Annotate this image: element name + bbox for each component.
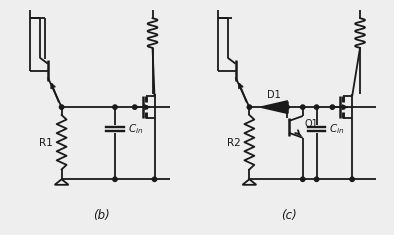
Circle shape bbox=[132, 105, 137, 109]
Circle shape bbox=[301, 105, 305, 109]
Circle shape bbox=[152, 177, 157, 181]
Circle shape bbox=[59, 105, 64, 109]
Text: $C_{in}$: $C_{in}$ bbox=[329, 122, 345, 136]
Circle shape bbox=[113, 177, 117, 181]
Text: R1: R1 bbox=[39, 138, 53, 148]
Text: Q1: Q1 bbox=[305, 119, 318, 129]
Circle shape bbox=[330, 105, 335, 109]
Circle shape bbox=[301, 177, 305, 181]
Text: D1: D1 bbox=[267, 90, 281, 100]
Circle shape bbox=[113, 105, 117, 109]
Circle shape bbox=[247, 105, 251, 109]
Text: $C_{in}$: $C_{in}$ bbox=[128, 122, 143, 136]
Text: (b): (b) bbox=[93, 209, 110, 222]
Text: (c): (c) bbox=[281, 209, 297, 222]
Circle shape bbox=[285, 105, 289, 109]
Polygon shape bbox=[261, 101, 287, 113]
Circle shape bbox=[314, 105, 319, 109]
Text: R2: R2 bbox=[227, 138, 240, 148]
Circle shape bbox=[350, 177, 354, 181]
Circle shape bbox=[314, 177, 319, 181]
